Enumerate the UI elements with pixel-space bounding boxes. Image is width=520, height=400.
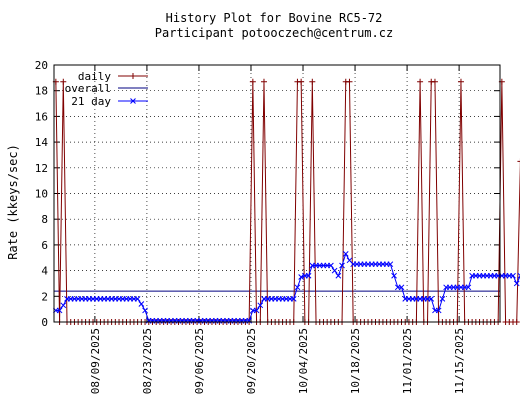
y-tick-label: 20 xyxy=(35,59,48,72)
legend-label-overall: overall xyxy=(65,82,111,95)
trend-point xyxy=(142,307,148,314)
series-group xyxy=(52,78,520,325)
daily-point xyxy=(431,78,438,85)
trend-point xyxy=(294,284,301,291)
y-tick-label: 10 xyxy=(35,188,48,201)
x-tick-label: 08/23/2025 xyxy=(141,328,154,394)
daily-point xyxy=(309,78,316,85)
trend-point xyxy=(391,272,397,279)
x-axis-ticks: 08/09/2025 08/23/2025 09/06/2025 09/20/2025… xyxy=(89,65,466,394)
y-tick-label: 2 xyxy=(41,290,48,303)
trend-point xyxy=(517,272,520,279)
grid-lines xyxy=(54,65,500,322)
trend-point xyxy=(134,296,141,302)
trend-point xyxy=(513,280,520,287)
chart-title: History Plot for Bovine RC5-72 xyxy=(166,11,383,25)
trend-point xyxy=(398,284,405,291)
trend-point xyxy=(56,307,63,314)
daily-point xyxy=(260,78,267,85)
daily-point xyxy=(298,78,305,85)
x-tick-label: 10/04/2025 xyxy=(297,328,310,394)
legend-marker-trend xyxy=(130,98,136,104)
x-tick-label: 09/20/2025 xyxy=(245,328,258,394)
legend-label-trend: 21 day xyxy=(71,95,111,108)
trend-point xyxy=(60,302,67,309)
trend-point xyxy=(435,307,442,314)
trend-point xyxy=(387,261,394,268)
plot-frame xyxy=(53,64,501,323)
y-tick-label: 0 xyxy=(41,316,48,329)
y-tick-label: 8 xyxy=(41,213,48,226)
daily-point xyxy=(60,78,67,85)
daily-point xyxy=(457,78,464,85)
daily-point xyxy=(130,73,136,79)
trend-point xyxy=(305,272,312,279)
legend-label-daily: daily xyxy=(78,70,111,83)
x-tick-label: 11/01/2025 xyxy=(401,328,414,394)
trend-point xyxy=(439,296,446,302)
trend-point xyxy=(428,296,435,302)
daily-point xyxy=(249,78,256,85)
y-tick-label: 6 xyxy=(41,239,48,252)
daily-point xyxy=(513,319,520,325)
trend-point xyxy=(138,301,145,307)
chart-subtitle: Participant potooczech@centrum.cz xyxy=(155,26,393,40)
trend-point xyxy=(465,284,472,291)
daily-point xyxy=(346,78,353,85)
trend-point xyxy=(298,274,305,280)
daily-point xyxy=(517,158,520,165)
y-axis-label: Rate (kkeys/sec) xyxy=(6,144,20,260)
trend-point xyxy=(257,302,264,309)
daily-point xyxy=(417,78,424,85)
y-tick-label: 18 xyxy=(35,85,48,98)
y-tick-label: 16 xyxy=(35,110,48,123)
y-tick-label: 12 xyxy=(35,162,48,175)
trend-line xyxy=(55,252,520,322)
trend-point xyxy=(253,307,260,314)
trend-point xyxy=(335,272,342,279)
x-tick-label: 08/09/2025 xyxy=(89,328,102,394)
trend-point xyxy=(290,296,297,302)
y-tick-label: 14 xyxy=(35,136,49,149)
trend-point xyxy=(328,262,334,269)
trend-point xyxy=(339,262,345,269)
x-tick-label: 10/18/2025 xyxy=(349,328,362,394)
daily-line xyxy=(55,81,520,323)
y-axis-ticks: 0 2 4 6 8 10 12 14 16 18 20 xyxy=(35,59,500,329)
trend-point xyxy=(510,272,516,279)
trend-point xyxy=(342,251,349,257)
x-tick-label: 11/15/2025 xyxy=(453,328,466,394)
y-tick-label: 4 xyxy=(41,265,48,278)
x-tick-label: 09/06/2025 xyxy=(193,328,206,394)
trend-point xyxy=(331,267,338,274)
